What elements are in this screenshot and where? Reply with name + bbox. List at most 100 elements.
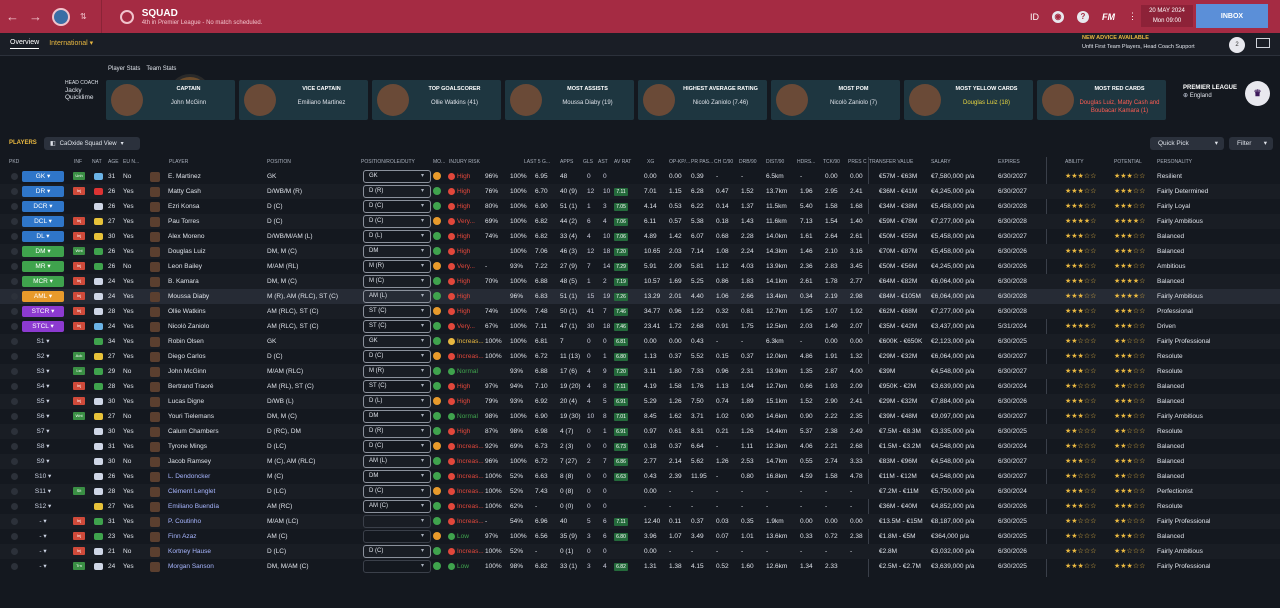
squad-position-selector[interactable]: S4 ▾ <box>36 383 50 390</box>
squad-position-selector[interactable]: MCR ▾ <box>22 276 64 287</box>
role-duty-selector[interactable]: D (C) <box>363 440 431 453</box>
player-name[interactable]: Alex Moreno <box>168 233 205 240</box>
table-row[interactable]: GK ▾ Unh 31 No E. Martinez GK High 96% 100% 6.95 4… <box>0 169 1280 184</box>
squad-position-selector[interactable]: STCR ▾ <box>22 306 64 317</box>
select-toggle[interactable] <box>11 263 18 270</box>
squad-position-selector[interactable]: STCL ▾ <box>22 321 64 332</box>
summary-card[interactable]: VICE CAPTAIN Emiliano Martinez <box>239 80 368 120</box>
summary-card[interactable]: CAPTAIN John McGinn <box>106 80 235 120</box>
role-duty-selector[interactable]: AM (L) <box>363 290 431 303</box>
player-name[interactable]: Ollie Watkins <box>168 308 206 315</box>
select-toggle[interactable] <box>11 473 18 480</box>
player-name[interactable]: Morgan Sanson <box>168 563 214 570</box>
player-name[interactable]: Robin Olsen <box>168 338 204 345</box>
column-header[interactable]: HDRS... <box>797 159 816 165</box>
select-toggle[interactable] <box>11 443 18 450</box>
role-duty-selector[interactable]: ST (C) <box>363 380 431 393</box>
player-name[interactable]: Moussa Diaby <box>168 293 210 300</box>
globe-icon[interactable]: ◉ <box>1052 10 1064 23</box>
column-header[interactable]: CH C/90 <box>714 159 734 165</box>
settings-icon[interactable]: ⋮ <box>1128 11 1137 21</box>
column-header[interactable]: SALARY <box>931 159 951 165</box>
squad-position-selector[interactable]: MR ▾ <box>22 261 64 272</box>
club-switch-icon[interactable]: ⇅ <box>80 12 87 21</box>
table-row[interactable]: DCL ▾ Inj 27 Yes Pau Torres D (C) Very... 69% 10… <box>0 214 1280 229</box>
select-toggle[interactable] <box>11 248 18 255</box>
select-toggle[interactable] <box>11 278 18 285</box>
role-duty-selector[interactable]: D (C) <box>363 545 431 558</box>
tab-international[interactable]: International ▾ <box>49 40 94 47</box>
role-duty-selector[interactable]: AM (L) <box>363 455 431 468</box>
summary-card[interactable]: TOP GOALSCORER Ollie Watkins (41) <box>372 80 501 120</box>
role-duty-selector[interactable]: DM <box>363 245 431 258</box>
player-name[interactable]: Tyrone Mings <box>168 443 208 450</box>
squad-position-selector[interactable]: - ▾ <box>39 533 47 540</box>
select-toggle[interactable] <box>11 563 18 570</box>
select-toggle[interactable] <box>11 323 18 330</box>
table-row[interactable]: DL ▾ Inj 30 Yes Alex Moreno D/WB/M/AM (L) High… <box>0 229 1280 244</box>
squad-position-selector[interactable]: - ▾ <box>39 548 47 555</box>
table-row[interactable]: S2 ▾ Ack 27 Yes Diego Carlos D (C) Increas... 1… <box>0 349 1280 364</box>
squad-position-selector[interactable]: S12 ▾ <box>34 503 52 510</box>
role-duty-selector[interactable]: D (C) <box>363 350 431 363</box>
summary-card[interactable]: MOST ASSISTS Moussa Diaby (19) <box>505 80 634 120</box>
select-toggle[interactable] <box>11 218 18 225</box>
player-name[interactable]: Diego Carlos <box>168 353 206 360</box>
column-header[interactable]: TRANSFER VALUE <box>869 159 914 165</box>
column-header[interactable]: AV RAT <box>614 159 632 165</box>
summary-card[interactable]: MOST RED CARDS Douglas Luiz, Matty Cash a… <box>1037 80 1166 120</box>
squad-position-selector[interactable]: DCR ▾ <box>22 201 64 212</box>
table-row[interactable]: STCL ▾ Inj 24 Yes Nicolò Zaniolo AM (RLC), ST… <box>0 319 1280 334</box>
table-row[interactable]: - ▾ Inj 23 Yes Finn Azaz AM (C) Low 97% 100% 6.56… <box>0 529 1280 544</box>
table-row[interactable]: STCR ▾ Inj 28 Yes Ollie Watkins AM (RLC), ST … <box>0 304 1280 319</box>
player-name[interactable]: P. Coutinho <box>168 518 202 525</box>
club-badge-icon[interactable] <box>52 7 70 26</box>
role-duty-selector[interactable]: D (C) <box>363 215 431 228</box>
table-row[interactable]: S7 ▾ 30 Yes Calum Chambers D (RC), DM High 87%… <box>0 424 1280 439</box>
table-row[interactable]: - ▾ Inj 21 No Kortney Hause D (LC) Increas... 1… <box>0 544 1280 559</box>
player-name[interactable]: Emiliano Buendía <box>168 503 219 510</box>
table-row[interactable]: - ▾ Inj 31 Yes P. Coutinho M/AM (LC) Increas..… <box>0 514 1280 529</box>
player-name[interactable]: L. Dendoncker <box>168 473 211 480</box>
column-header[interactable]: POTENTIAL <box>1114 159 1142 165</box>
player-name[interactable]: B. Kamara <box>168 278 199 285</box>
column-header[interactable]: APPS <box>560 159 574 165</box>
player-name[interactable]: Bertrand Traoré <box>168 383 214 390</box>
quick-pick-button[interactable]: Quick Pick ▾ <box>1150 137 1224 150</box>
column-header[interactable]: AST <box>598 159 608 165</box>
tab-team-stats[interactable]: Team Stats <box>146 66 177 72</box>
column-header[interactable]: PRES C <box>848 159 867 165</box>
column-header[interactable]: INF <box>74 159 83 165</box>
select-toggle[interactable] <box>11 173 18 180</box>
squad-position-selector[interactable]: S1 ▾ <box>36 338 50 345</box>
select-toggle[interactable] <box>11 293 18 300</box>
tab-player-stats[interactable]: Player Stats <box>108 66 141 72</box>
squad-position-selector[interactable]: GK ▾ <box>22 171 64 182</box>
select-toggle[interactable] <box>11 458 18 465</box>
column-header[interactable]: DIST/90 <box>766 159 785 165</box>
player-name[interactable]: Matty Cash <box>168 188 201 195</box>
player-name[interactable]: Lucas Digne <box>168 398 205 405</box>
squad-position-selector[interactable]: DM ▾ <box>22 246 64 257</box>
squad-position-selector[interactable]: - ▾ <box>39 563 47 570</box>
player-name[interactable]: Finn Azaz <box>168 533 197 540</box>
column-header[interactable]: EXPIRES <box>998 159 1020 165</box>
table-row[interactable]: AML ▾ Inj 24 Yes Moussa Diaby M (R), AM (RLC)… <box>0 289 1280 304</box>
player-name[interactable]: Youri Tielemans <box>168 413 215 420</box>
player-name[interactable]: E. Martinez <box>168 173 201 180</box>
column-header[interactable]: PR PAS... <box>691 159 714 165</box>
role-duty-selector[interactable]: D (C) <box>363 485 431 498</box>
table-row[interactable]: MR ▾ Inj 26 No Leon Bailey M/AM (RL) Very... - 9… <box>0 259 1280 274</box>
select-toggle[interactable] <box>11 398 18 405</box>
column-header[interactable]: NAT <box>92 159 102 165</box>
column-header[interactable]: OP-KP/... <box>669 159 691 165</box>
role-duty-selector[interactable]: D (L) <box>363 230 431 243</box>
fm-logo-icon[interactable]: FM <box>1102 11 1115 22</box>
role-duty-selector[interactable]: DM <box>363 410 431 423</box>
role-duty-selector[interactable]: M (R) <box>363 260 431 273</box>
player-name[interactable]: Leon Bailey <box>168 263 202 270</box>
role-duty-selector[interactable]: GK <box>363 335 431 348</box>
table-row[interactable]: DR ▾ Inj 26 Yes Matty Cash D/WB/M (R) High 76% 1… <box>0 184 1280 199</box>
select-toggle[interactable] <box>11 368 18 375</box>
squad-position-selector[interactable]: S8 ▾ <box>36 443 50 450</box>
